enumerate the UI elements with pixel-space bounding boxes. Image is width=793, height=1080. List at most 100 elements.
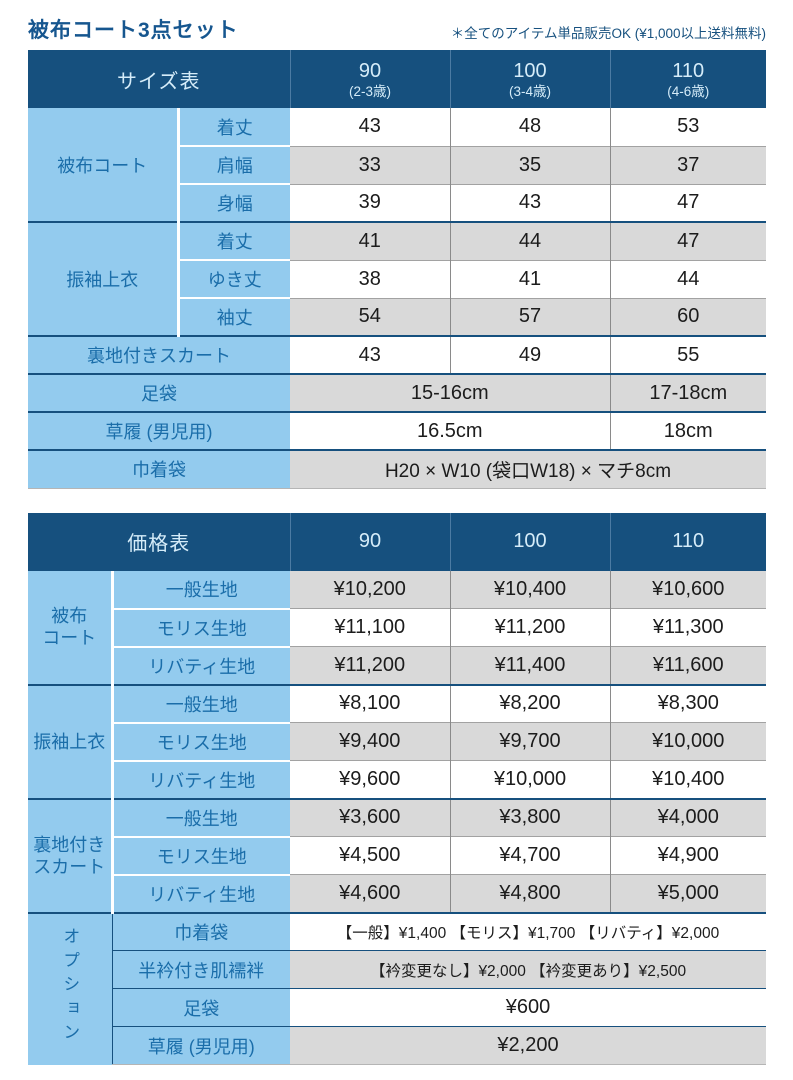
size-value: 33: [290, 145, 450, 184]
size-col-100-label: 100: [513, 59, 547, 82]
price-table-caption: 価格表: [28, 512, 290, 571]
row-label-fabric: モリス生地: [110, 835, 290, 875]
price-row-skirt-morris: モリス生地 ¥4,500 ¥4,700 ¥4,900: [28, 835, 766, 875]
price-value: ¥3,800: [449, 797, 610, 837]
size-value: 43: [290, 108, 450, 146]
group-label-furisode: 振袖上衣: [28, 221, 178, 336]
group-label-skirt: 裏地付き スカート: [28, 797, 112, 913]
size-value: 44: [449, 221, 610, 260]
option-price-value: 【衿変更なし】¥2,000 【衿変更あり】¥2,500: [290, 950, 766, 989]
row-label-option: 草履 (男児用): [111, 1026, 290, 1065]
price-value: ¥5,000: [609, 874, 766, 913]
price-row-hifu-morris: モリス生地 ¥11,100 ¥11,200 ¥11,300: [28, 607, 766, 647]
size-row-furisode-yukitake: ゆき丈 38 41 44: [28, 259, 766, 298]
row-label-option: 足袋: [111, 988, 290, 1027]
row-label-option: 巾着袋: [111, 911, 290, 951]
price-col-header-90: 90: [289, 512, 450, 571]
size-row-hifu-mihaba: 身幅 39 43 47: [28, 183, 766, 222]
price-value: ¥11,200: [449, 608, 610, 647]
price-value: ¥11,600: [609, 646, 766, 685]
size-row-tabi: 足袋 15-16cm 17-18cm: [28, 373, 766, 412]
size-row-hifu-mitake: 被布コート 着丈 43 48 53: [28, 108, 766, 222]
option-price-value: ¥600: [290, 988, 766, 1027]
price-value: ¥9,400: [290, 722, 450, 761]
size-col-header-90: 90 (2-3歳): [289, 50, 450, 108]
size-col-110-label: 110: [672, 59, 705, 82]
group-label-line: 振袖上衣: [33, 731, 106, 752]
options-vertical-label: オプション: [60, 926, 80, 1047]
size-table: サイズ表 90 (2-3歳) 100 (3-4歳) 110 (4-6歳) 被布コ…: [28, 50, 766, 489]
row-label-fabric: リバティ生地: [110, 645, 290, 685]
size-value: 43: [449, 183, 610, 222]
price-value: ¥10,400: [609, 760, 766, 799]
size-value: 37: [609, 145, 766, 184]
row-label-fabric: 一般生地: [110, 683, 290, 723]
size-value-span: 15-16cm: [290, 373, 610, 412]
price-row-option-tabi: 足袋 ¥600: [28, 988, 766, 1027]
size-value: 47: [609, 183, 766, 222]
row-label-option: 半衿付き肌襦袢: [111, 950, 290, 989]
size-col-100-age: (3-4歳): [508, 83, 551, 99]
price-row-option-haneri: 半衿付き肌襦袢 【衿変更なし】¥2,000 【衿変更あり】¥2,500: [28, 950, 766, 989]
option-price-value: ¥2,200: [290, 1026, 766, 1065]
group-label-hifu-coat: 被布 コート: [28, 570, 112, 685]
price-value: ¥10,600: [609, 570, 766, 609]
price-col-header-110: 110: [609, 512, 766, 571]
price-value: ¥10,400: [449, 570, 610, 609]
row-label: 着丈: [176, 221, 290, 260]
size-value: 49: [449, 335, 610, 374]
title-bar: 被布コート3点セット ＊全てのアイテム単品販売OK (¥1,000以上送料無料): [28, 14, 766, 44]
price-value: ¥8,300: [609, 683, 766, 723]
row-label: 着丈: [176, 108, 290, 146]
size-value: 55: [609, 335, 766, 374]
price-value: ¥4,900: [609, 836, 766, 875]
price-value: ¥10,000: [609, 722, 766, 761]
price-value: ¥3,600: [290, 797, 450, 837]
size-table-caption: サイズ表: [28, 50, 290, 108]
size-row-furisode-sodetake: 袖丈 54 57 60: [28, 297, 766, 336]
price-value: ¥9,700: [449, 722, 610, 761]
price-row-furisode-morris: モリス生地 ¥9,400 ¥9,700 ¥10,000: [28, 721, 766, 761]
size-col-header-100: 100 (3-4歳): [449, 50, 610, 108]
size-row-skirt: 裏地付きスカート 43 49 55: [28, 335, 766, 374]
size-value-span: 16.5cm: [290, 411, 610, 450]
price-value: ¥4,500: [290, 836, 450, 875]
price-value: ¥10,200: [290, 570, 450, 609]
size-value: 18cm: [609, 411, 766, 450]
price-row-skirt-liberty: リバティ生地 ¥4,600 ¥4,800 ¥5,000: [28, 873, 766, 913]
price-row-option-kinchaku: オプション 巾着袋 【一般】¥1,400 【モリス】¥1,700 【リバティ】¥…: [28, 911, 766, 1065]
price-value: ¥11,200: [290, 646, 450, 685]
price-value: ¥4,000: [609, 797, 766, 837]
size-value: 43: [290, 335, 450, 374]
group-label-line: 被布: [51, 606, 88, 626]
row-label-fabric: リバティ生地: [110, 759, 290, 799]
price-table-header-row: 価格表 90 100 110: [28, 512, 766, 571]
row-label: ゆき丈: [176, 259, 290, 298]
size-value: 17-18cm: [609, 373, 766, 412]
row-label: 肩幅: [176, 145, 290, 184]
kinchaku-dimensions: H20 × W10 (袋口W18) × マチ8cm: [290, 449, 766, 489]
price-value: ¥4,600: [290, 874, 450, 913]
size-value: 39: [290, 183, 450, 222]
size-row-furisode-mitake: 振袖上衣 着丈 41 44 47: [28, 221, 766, 336]
price-table: 価格表 90 100 110 被布 コート 一般生地 ¥10,200 ¥10,4…: [28, 512, 766, 1065]
row-label: 袖丈: [176, 297, 290, 336]
row-label-fabric: 一般生地: [110, 570, 290, 609]
sales-note: ＊全てのアイテム単品販売OK (¥1,000以上送料無料): [450, 26, 766, 41]
price-row-hifu-liberty: リバティ生地 ¥11,200 ¥11,400 ¥11,600: [28, 645, 766, 685]
row-label-fabric: モリス生地: [110, 721, 290, 761]
size-value: 35: [449, 145, 610, 184]
size-value: 54: [290, 297, 450, 336]
row-label-tabi: 足袋: [28, 373, 290, 412]
size-table-header-row: サイズ表 90 (2-3歳) 100 (3-4歳) 110 (4-6歳): [28, 50, 766, 108]
option-price-value: 【一般】¥1,400 【モリス】¥1,700 【リバティ】¥2,000: [290, 911, 766, 951]
row-label-zori: 草履 (男児用): [28, 411, 290, 450]
price-row-skirt-ippan: 裏地付き スカート 一般生地 ¥3,600 ¥3,800 ¥4,000: [28, 797, 766, 913]
size-col-90-label: 90: [358, 59, 382, 82]
row-label-fabric: 一般生地: [110, 797, 290, 837]
price-value: ¥9,600: [290, 760, 450, 799]
price-value: ¥11,300: [609, 608, 766, 647]
size-col-90-age: (2-3歳): [348, 83, 391, 99]
group-label-line: スカート: [33, 856, 106, 877]
price-row-option-zori: 草履 (男児用) ¥2,200: [28, 1026, 766, 1065]
